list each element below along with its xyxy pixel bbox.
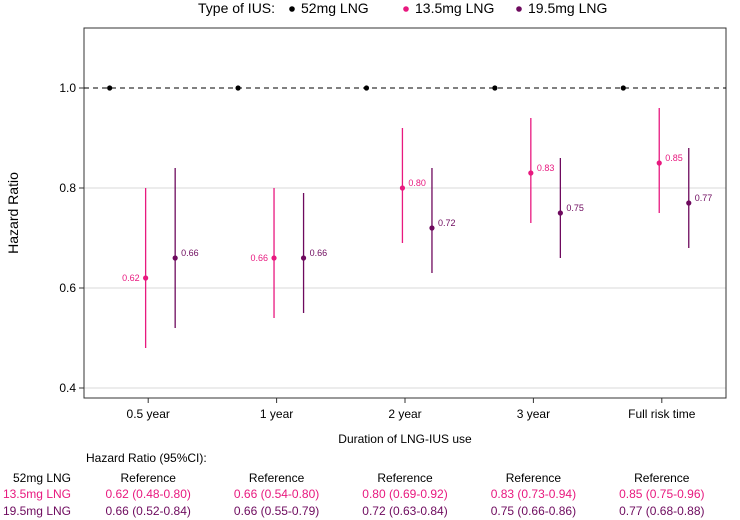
table-cell: Reference [249, 471, 305, 485]
legend: Type of IUS: 52mg LNG 13.5mg LNG 19.5mg LNG [198, 0, 607, 16]
plot-frame [83, 27, 727, 399]
x-axis: 0.5 year 1 year 2 year 3 year Full risk time [127, 398, 696, 421]
data-label: 0.80 [408, 178, 426, 188]
x-axis-label: Duration of LNG-IUS use [338, 432, 472, 446]
legend-entry: 19.5mg LNG [528, 0, 607, 16]
legend-marker [289, 6, 295, 12]
table-row: 52mg LNG Reference Reference Reference Refer… [13, 471, 690, 485]
point [143, 275, 149, 281]
data-label: 0.83 [537, 163, 555, 173]
table-cell: Reference [634, 471, 690, 485]
x-tick-label: 2 year [388, 407, 421, 421]
legend-entry: 52mg LNG [301, 0, 369, 16]
y-axis-label: Hazard Ratio [5, 172, 21, 254]
data-label: 0.66 [251, 253, 269, 263]
hazard-ratio-table: Hazard Ratio (95%CI): 52mg LNG Reference R… [3, 451, 705, 518]
y-axis: 0.4 0.6 0.8 1.0 [59, 81, 84, 395]
gridlines [84, 187, 726, 389]
point [492, 85, 498, 91]
data-label: 0.66 [310, 248, 328, 258]
x-tick-label: Full risk time [628, 407, 696, 421]
legend-marker [403, 6, 409, 12]
series-13-5mg-lng: 0.62 0.66 0.80 0.83 0.85 [122, 108, 683, 348]
table-row-label: 13.5mg LNG [3, 487, 71, 501]
table-cell: Reference [121, 471, 177, 485]
point [107, 85, 113, 91]
table-cell: 0.66 (0.55-0.79) [234, 504, 319, 518]
table-cell: 0.77 (0.68-0.88) [619, 504, 704, 518]
series-52mg-lng [107, 85, 626, 91]
point [620, 85, 626, 91]
point [271, 255, 277, 261]
point [686, 200, 692, 206]
table-cell: 0.75 (0.66-0.86) [491, 504, 576, 518]
x-tick-label: 0.5 year [127, 407, 170, 421]
table-cell: 0.83 (0.73-0.94) [491, 487, 576, 501]
y-tick-label: 1.0 [59, 81, 76, 95]
legend-title: Type of IUS: [198, 0, 275, 16]
point [399, 185, 406, 191]
point [235, 85, 241, 91]
data-label: 0.77 [695, 193, 713, 203]
table-cell: 0.66 (0.54-0.80) [234, 487, 319, 501]
x-tick-label: 3 year [517, 407, 550, 421]
table-cell: 0.72 (0.63-0.84) [362, 504, 447, 518]
table-cell: 0.80 (0.69-0.92) [362, 487, 447, 501]
data-label: 0.62 [122, 273, 140, 283]
point [300, 255, 307, 261]
y-tick-label: 0.6 [59, 281, 76, 295]
data-label: 0.75 [566, 203, 584, 213]
table-row-label: 52mg LNG [13, 471, 71, 485]
table-cell: Reference [377, 471, 433, 485]
table-cell: Reference [506, 471, 562, 485]
table-row: 13.5mg LNG 0.62 (0.48-0.80) 0.66 (0.54-0.8… [3, 487, 705, 501]
table-cell: 0.85 (0.75-0.96) [619, 487, 704, 501]
data-label: 0.72 [438, 218, 456, 228]
point [363, 85, 370, 91]
point [429, 225, 435, 231]
point [528, 170, 534, 176]
table-cell: 0.62 (0.48-0.80) [106, 487, 191, 501]
data-marks: 0.62 0.66 0.80 0.83 0.85 0.66 0.66 0.72 0.75 0.77 [107, 85, 712, 348]
data-label: 0.66 [181, 248, 199, 258]
point [172, 255, 178, 261]
table-cell: 0.66 (0.52-0.84) [106, 504, 191, 518]
x-tick-label: 1 year [260, 407, 293, 421]
point [557, 210, 563, 216]
y-tick-label: 0.4 [59, 381, 76, 395]
table-row-label: 19.5mg LNG [3, 504, 71, 518]
data-label: 0.85 [665, 153, 683, 163]
table-header: Hazard Ratio (95%CI): [86, 451, 207, 465]
legend-entry: 13.5mg LNG [415, 0, 494, 16]
point [656, 160, 662, 166]
table-row: 19.5mg LNG 0.66 (0.52-0.84) 0.66 (0.55-0.7… [3, 504, 705, 518]
legend-marker [516, 6, 522, 12]
series-19-5mg-lng: 0.66 0.66 0.72 0.75 0.77 [172, 148, 713, 328]
y-tick-label: 0.8 [59, 181, 76, 195]
